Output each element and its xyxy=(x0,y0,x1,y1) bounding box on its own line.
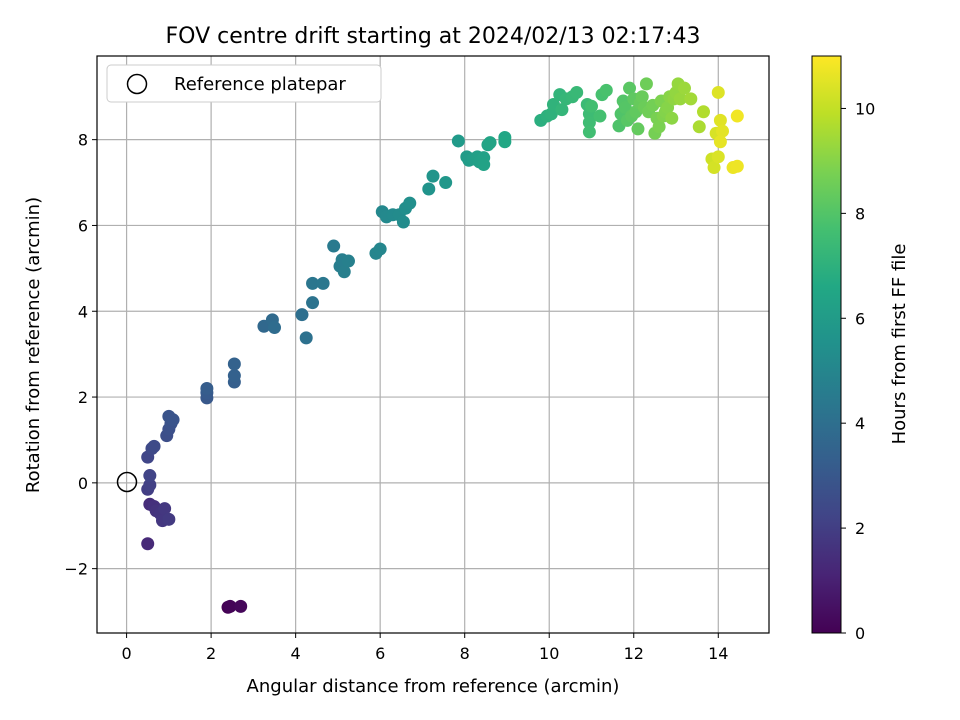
data-point xyxy=(582,125,596,139)
data-point xyxy=(483,136,497,150)
y-tick-label: 0 xyxy=(78,474,88,493)
data-point xyxy=(227,357,241,371)
data-point xyxy=(696,105,710,119)
data-point xyxy=(665,111,679,125)
x-axis-label: Angular distance from reference (arcmin) xyxy=(247,676,620,697)
y-tick-label: 4 xyxy=(78,302,88,321)
data-point xyxy=(227,369,241,383)
colorbar-tick-label: 8 xyxy=(855,204,865,223)
data-point xyxy=(584,99,598,113)
colorbar-tick-label: 6 xyxy=(855,309,865,328)
colorbar-label: Hours from first FF file xyxy=(889,244,910,445)
data-point xyxy=(341,254,355,268)
x-tick-label: 6 xyxy=(375,644,385,663)
x-tick-label: 2 xyxy=(206,644,216,663)
colorbar-tick-label: 10 xyxy=(855,99,875,118)
colorbar-tick-label: 4 xyxy=(855,414,865,433)
data-points xyxy=(141,77,744,614)
data-point xyxy=(599,83,613,97)
data-point xyxy=(451,134,465,148)
data-point xyxy=(337,265,351,279)
data-point xyxy=(593,109,607,123)
legend: Reference platepar xyxy=(106,64,382,103)
data-point xyxy=(477,158,491,172)
data-point xyxy=(730,159,744,173)
data-point xyxy=(299,331,313,345)
data-point xyxy=(652,120,666,134)
data-point xyxy=(555,103,569,117)
data-point xyxy=(711,85,725,99)
data-point xyxy=(730,109,744,123)
data-point xyxy=(439,176,453,190)
data-point xyxy=(635,90,649,104)
y-tick-label: −2 xyxy=(64,560,88,579)
data-point xyxy=(268,321,282,335)
colorbar-tick-label: 2 xyxy=(855,519,865,538)
data-point xyxy=(713,135,727,149)
data-point xyxy=(711,150,725,164)
legend-box xyxy=(106,64,382,103)
x-tick-label: 8 xyxy=(460,644,470,663)
data-point xyxy=(295,308,309,322)
data-point xyxy=(582,115,596,129)
data-point xyxy=(707,161,721,175)
data-point xyxy=(677,81,691,95)
data-point xyxy=(223,599,237,613)
data-point xyxy=(673,92,687,106)
x-tick-label: 12 xyxy=(624,644,644,663)
chart-title: FOV centre drift starting at 2024/02/13 … xyxy=(166,24,701,49)
y-tick-label: 8 xyxy=(78,131,88,150)
data-point xyxy=(200,381,214,395)
data-point xyxy=(316,276,330,290)
data-point xyxy=(327,239,341,253)
data-point xyxy=(306,296,320,310)
data-point xyxy=(570,85,584,99)
data-point xyxy=(639,77,653,91)
colorbar-ticks: 0 2 4 6 8 10 xyxy=(841,99,875,643)
data-point xyxy=(403,196,417,210)
y-tick-label: 6 xyxy=(78,216,88,235)
x-tick-label: 10 xyxy=(539,644,559,663)
data-point xyxy=(234,599,248,613)
data-point xyxy=(623,81,637,95)
legend-entry-reference: Reference platepar xyxy=(174,74,346,95)
data-point xyxy=(716,124,730,138)
data-point xyxy=(692,120,706,134)
x-tick-label: 14 xyxy=(708,644,728,663)
x-axis-ticks: 0 2 4 6 8 10 12 14 xyxy=(121,633,728,663)
colorbar-tick-label: 0 xyxy=(855,624,865,643)
reference-platepar-marker xyxy=(116,471,138,493)
data-point xyxy=(684,92,698,106)
data-point xyxy=(498,135,512,149)
y-tick-label: 2 xyxy=(78,388,88,407)
data-point xyxy=(158,502,172,516)
plot-frame xyxy=(96,55,770,634)
data-point xyxy=(141,537,155,551)
x-tick-label: 4 xyxy=(291,644,301,663)
data-point xyxy=(143,478,157,492)
data-point xyxy=(162,512,176,526)
legend-reference-marker xyxy=(126,73,148,95)
grid-lines xyxy=(97,56,769,633)
y-axis-ticks: −2 0 2 4 6 8 xyxy=(64,131,97,579)
data-point xyxy=(143,469,157,483)
data-point xyxy=(396,215,410,229)
data-point xyxy=(166,413,180,427)
x-tick-label: 0 xyxy=(121,644,131,663)
y-axis-label: Rotation from reference (arcmin) xyxy=(23,197,44,493)
data-point xyxy=(426,169,440,183)
data-point xyxy=(373,242,387,256)
data-point xyxy=(631,122,645,136)
data-point xyxy=(306,276,320,290)
data-point xyxy=(422,182,436,196)
colorbar xyxy=(811,55,842,634)
data-point xyxy=(147,439,161,453)
data-point xyxy=(713,113,727,127)
